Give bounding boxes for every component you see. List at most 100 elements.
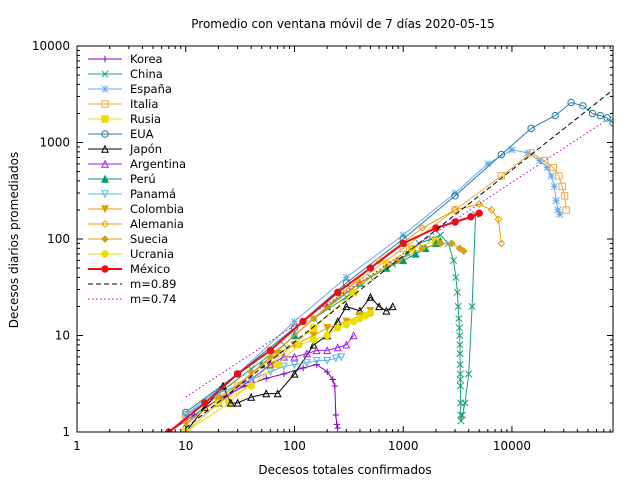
data-point bbox=[334, 424, 341, 432]
legend-label: Colombia bbox=[130, 202, 184, 216]
data-point bbox=[299, 364, 307, 372]
data-point bbox=[100, 159, 110, 168]
data-point bbox=[201, 399, 209, 407]
data-point bbox=[459, 247, 468, 255]
data-point bbox=[101, 85, 109, 93]
series-eua bbox=[182, 98, 613, 417]
data-point bbox=[101, 250, 109, 258]
data-point bbox=[550, 182, 558, 191]
data-point bbox=[101, 130, 109, 138]
data-point bbox=[290, 317, 299, 325]
data-point bbox=[540, 156, 549, 165]
data-point bbox=[399, 239, 407, 248]
series-mexico bbox=[165, 209, 483, 432]
data-point bbox=[233, 370, 242, 378]
data-point bbox=[247, 382, 255, 390]
data-point bbox=[331, 354, 340, 363]
data-point bbox=[332, 411, 340, 419]
data-point bbox=[323, 324, 332, 333]
data-point bbox=[309, 340, 318, 349]
y-tick-label: 1 bbox=[62, 425, 70, 439]
data-point bbox=[309, 314, 318, 323]
legend-label: Panamá bbox=[130, 187, 176, 201]
data-point bbox=[247, 392, 256, 401]
data-point bbox=[549, 163, 557, 172]
x-tick-label: 1 bbox=[73, 439, 81, 453]
legend-item-mexico: México bbox=[88, 262, 170, 276]
data-point bbox=[552, 197, 560, 205]
data-point bbox=[302, 349, 311, 358]
data-point bbox=[214, 395, 223, 404]
legend-label: Japón bbox=[129, 142, 162, 156]
data-point bbox=[382, 306, 391, 315]
data-point bbox=[302, 359, 311, 368]
data-point bbox=[388, 302, 397, 311]
data-point bbox=[487, 206, 496, 214]
data-point bbox=[497, 239, 506, 248]
data-point bbox=[233, 398, 242, 407]
data-point bbox=[342, 302, 351, 311]
data-point bbox=[449, 256, 458, 264]
data-point bbox=[101, 100, 109, 108]
data-point bbox=[458, 411, 466, 419]
legend-label: Suecia bbox=[130, 232, 168, 246]
data-point bbox=[349, 317, 358, 326]
data-point bbox=[273, 389, 282, 398]
data-point bbox=[290, 369, 299, 378]
legend-label: México bbox=[130, 262, 170, 276]
data-point bbox=[457, 417, 465, 425]
data-point bbox=[418, 244, 427, 253]
legend-label: m=0.89 bbox=[130, 277, 176, 291]
data-point bbox=[497, 172, 506, 180]
series-ucrania bbox=[182, 309, 375, 432]
data-point bbox=[273, 360, 282, 369]
data-point bbox=[508, 146, 516, 154]
data-point bbox=[536, 157, 544, 165]
data-point bbox=[323, 346, 332, 355]
data-point bbox=[333, 343, 342, 352]
series-m-0-89 bbox=[185, 89, 613, 429]
series-m-0-74 bbox=[185, 115, 613, 398]
data-point bbox=[334, 288, 342, 297]
x-tick-label: 10000 bbox=[493, 439, 531, 453]
series-line-suecia bbox=[218, 242, 464, 404]
legend-label: Ucrania bbox=[130, 247, 174, 261]
data-point bbox=[280, 370, 288, 378]
data-point bbox=[556, 210, 564, 218]
legend-item-rusia: Rusia bbox=[88, 112, 161, 126]
data-point bbox=[100, 205, 110, 214]
legend-item-china: China bbox=[88, 67, 163, 81]
data-point bbox=[451, 192, 459, 200]
data-point bbox=[494, 215, 503, 224]
data-point bbox=[551, 111, 559, 120]
plot-area bbox=[165, 89, 613, 432]
legend-label: Argentina bbox=[130, 157, 186, 171]
y-tick-label: 100 bbox=[47, 232, 70, 246]
legend-item-korea: Korea bbox=[88, 52, 163, 66]
data-point bbox=[266, 353, 275, 361]
data-point bbox=[451, 206, 459, 214]
series-line-m-0-89 bbox=[185, 89, 613, 429]
data-point bbox=[266, 346, 275, 355]
data-point bbox=[331, 382, 339, 390]
axes: 1 10 100 1000 10000 1 10 100 1000 10000 bbox=[32, 39, 614, 453]
data-point bbox=[527, 124, 535, 133]
series-line-korea bbox=[168, 363, 339, 432]
data-point bbox=[342, 340, 351, 349]
y-axis-label: Decesos diarios promediados bbox=[7, 152, 21, 328]
legend-label: España bbox=[130, 82, 172, 96]
data-point bbox=[226, 398, 235, 407]
chart-title: Promedio con ventana móvil de 7 días 202… bbox=[191, 17, 495, 31]
data-point bbox=[290, 352, 299, 361]
legend-item-argentina: Argentina bbox=[88, 157, 186, 171]
data-point bbox=[527, 149, 535, 157]
legend-item-peru: Perú bbox=[88, 172, 156, 186]
data-point bbox=[366, 264, 375, 272]
data-point bbox=[279, 362, 288, 371]
data-point bbox=[408, 244, 416, 253]
data-point bbox=[394, 256, 403, 265]
legend-item-suecia: Suecia bbox=[88, 232, 168, 246]
legend-label: Alemania bbox=[130, 217, 184, 231]
data-point bbox=[290, 360, 299, 369]
